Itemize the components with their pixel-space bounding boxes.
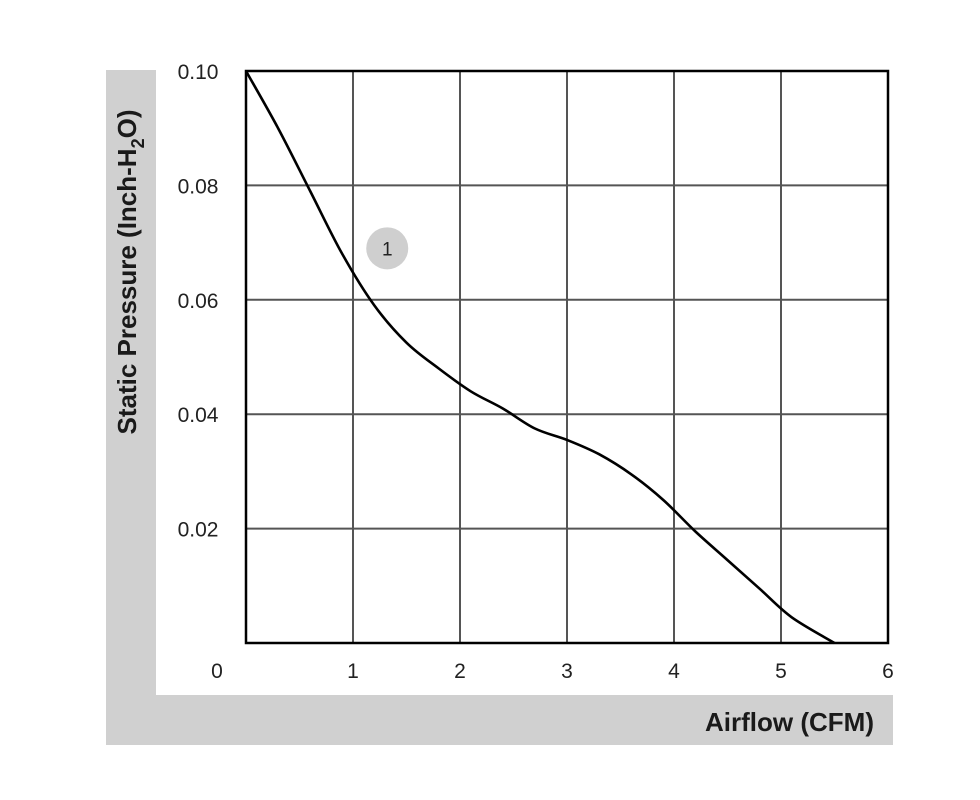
- x-tick-label-5: 5: [775, 660, 787, 683]
- x-tick-label-4: 4: [668, 660, 680, 683]
- series-marker-badge-1: [366, 227, 409, 270]
- y-tick-label-2: 0.06: [178, 290, 219, 313]
- x-tick-labels: 0 1 2 3 4 5 6: [211, 660, 894, 683]
- x-tick-label-1: 1: [347, 660, 359, 683]
- series-line-1: [244, 70, 836, 645]
- plot-border: [244, 69, 890, 645]
- series-layer: [244, 70, 836, 645]
- series-markers: 1: [366, 227, 409, 270]
- y-axis-title-subscript: 2: [128, 138, 148, 148]
- x-tick-label-3: 3: [561, 660, 573, 683]
- x-tick-label-0: 0: [211, 660, 223, 683]
- x-tick-label-6: 6: [882, 660, 894, 683]
- y-axis-title: Static Pressure (Inch-H2O): [112, 110, 148, 435]
- y-tick-label-4: 0.10: [178, 61, 219, 84]
- y-tick-label-3: 0.08: [178, 175, 219, 198]
- y-tick-label-1: 0.04: [178, 404, 219, 427]
- series-marker-label-1: 1: [382, 239, 393, 260]
- y-tick-labels: 0.02 0.04 0.06 0.08 0.10: [178, 61, 219, 542]
- frame-band-left: [106, 70, 156, 745]
- y-axis-title-suffix: O): [112, 110, 142, 139]
- x-tick-label-2: 2: [454, 660, 466, 683]
- y-tick-label-0: 0.02: [178, 519, 219, 542]
- grid-lines: [246, 71, 888, 643]
- y-axis-title-main: Static Pressure (Inch-H: [112, 148, 142, 434]
- frame-band-bottom: [106, 695, 893, 745]
- x-axis-title: Airflow (CFM): [705, 707, 874, 737]
